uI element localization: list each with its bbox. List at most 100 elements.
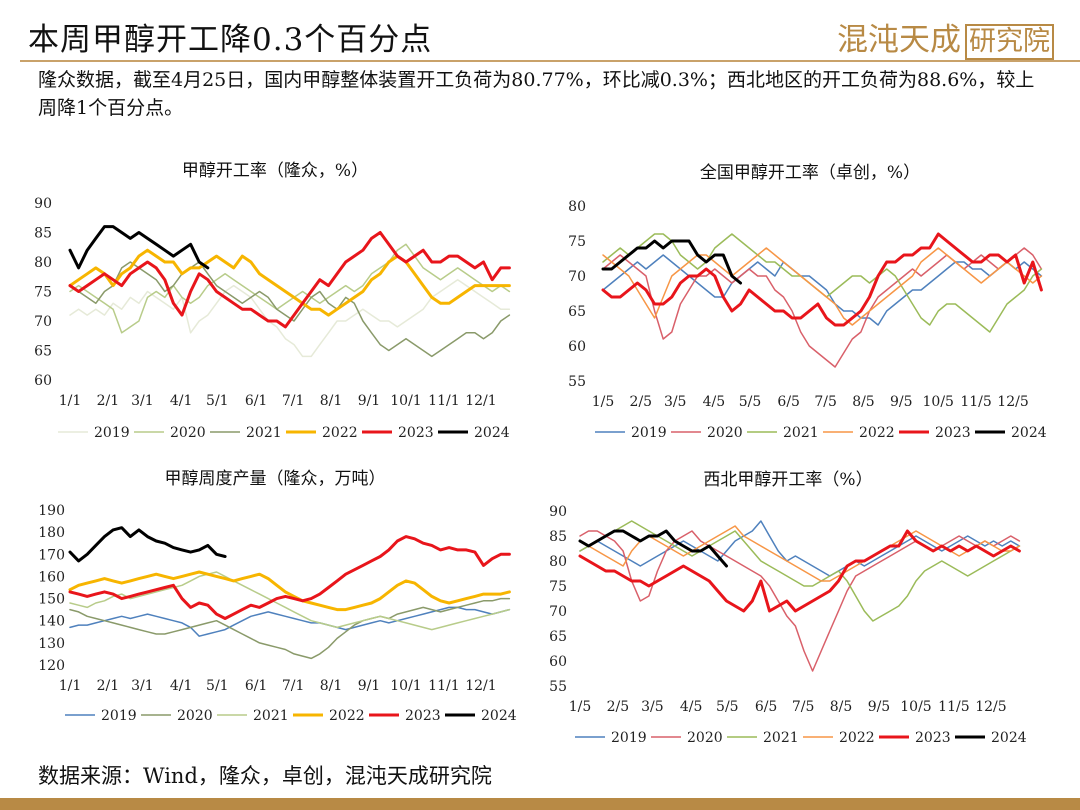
legend-label: 2020 bbox=[687, 730, 723, 746]
x-tick-label: 3/5 bbox=[641, 699, 664, 715]
y-tick-label: 80 bbox=[549, 554, 567, 570]
x-tick-label: 11/5 bbox=[960, 394, 991, 410]
legend-label: 2021 bbox=[763, 730, 799, 746]
x-tick-label: 12/1 bbox=[465, 393, 496, 409]
chart-3: 甲醇周度产量（隆众，万吨） 120 130 140 150 160 170 180 190 1/1… bbox=[38, 469, 516, 724]
series-line-2023 bbox=[68, 231, 511, 329]
x-tick-label: 12/1 bbox=[465, 678, 496, 694]
chart-legend: 2019 2020 2021 2022 2023 2024 bbox=[65, 708, 517, 724]
series-line-2020 bbox=[69, 243, 511, 334]
legend-label: 2020 bbox=[707, 425, 743, 441]
series-line-2020 bbox=[602, 247, 1043, 368]
legend-label: 2020 bbox=[177, 708, 213, 724]
series-line-2022 bbox=[68, 248, 511, 317]
y-tick-label: 65 bbox=[34, 344, 52, 360]
summary-text: 隆众数据，截至4月25日，国内甲醇整体装置开工负荷为80.77%，环比减0.3%… bbox=[38, 69, 1035, 119]
x-tick-label: 10/1 bbox=[390, 678, 421, 694]
legend-label: 2022 bbox=[329, 708, 365, 724]
legend-label: 2020 bbox=[170, 425, 206, 441]
y-tick-label: 85 bbox=[34, 226, 52, 242]
y-tick-label: 190 bbox=[38, 503, 65, 519]
legend-label: 2024 bbox=[474, 425, 510, 441]
legend-label: 2022 bbox=[859, 425, 895, 441]
logo-box-text: 研究院 bbox=[965, 24, 1054, 60]
series-line-2021 bbox=[69, 571, 511, 631]
logo-text: 混沌天成 bbox=[837, 22, 961, 58]
x-tick-label: 10/5 bbox=[923, 394, 954, 410]
chart-legend: 2019 2020 2021 2022 2023 2024 bbox=[595, 425, 1047, 441]
x-tick-label: 5/1 bbox=[206, 393, 229, 409]
x-tick-label: 3/5 bbox=[664, 394, 687, 410]
y-tick-label: 60 bbox=[34, 373, 52, 389]
y-tick-label: 65 bbox=[568, 304, 586, 320]
page-title: 本周甲醇开工降0.3个百分点 bbox=[28, 22, 433, 58]
x-tick-label: 8/1 bbox=[320, 678, 343, 694]
legend-label: 2019 bbox=[631, 425, 667, 441]
y-tick-label: 60 bbox=[549, 654, 567, 670]
chart-4: 西北甲醇开工率（%） 55 60 65 70 75 80 85 90 1/5 2/5 3/5 4/5 5/… bbox=[549, 470, 1027, 746]
y-tick-label: 90 bbox=[34, 196, 52, 212]
chart-title: 全国甲醇开工率（卓创，%） bbox=[700, 163, 920, 183]
x-tick-label: 7/5 bbox=[814, 394, 837, 410]
x-tick-label: 1/5 bbox=[569, 699, 592, 715]
legend-label: 2023 bbox=[915, 730, 951, 746]
x-tick-label: 11/1 bbox=[428, 393, 459, 409]
series-line-2023 bbox=[601, 232, 1043, 327]
x-tick-label: 9/5 bbox=[890, 394, 913, 410]
y-tick-label: 85 bbox=[549, 529, 567, 545]
x-tick-label: 3/1 bbox=[131, 393, 154, 409]
y-tick-label: 130 bbox=[38, 636, 65, 652]
legend-label: 2023 bbox=[398, 425, 434, 441]
x-tick-label: 4/5 bbox=[703, 394, 726, 410]
x-tick-label: 7/5 bbox=[792, 699, 815, 715]
legend-label: 2021 bbox=[246, 425, 282, 441]
header-divider bbox=[20, 60, 1080, 62]
chart-title: 甲醇开工率（隆众，%） bbox=[182, 161, 368, 181]
series-line-2022 bbox=[602, 247, 1043, 326]
series-line-2024 bbox=[68, 526, 227, 563]
brand-logo: 混沌天成 研究院 bbox=[837, 14, 1054, 60]
chart-title: 西北甲醇开工率（%） bbox=[703, 470, 872, 490]
x-tick-label: 5/1 bbox=[206, 678, 229, 694]
x-tick-label: 9/1 bbox=[358, 393, 381, 409]
y-tick-label: 55 bbox=[568, 374, 586, 390]
chart-1: 甲醇开工率（隆众，%） 60 65 70 75 80 85 90 1/1 2/1 3/1 4/1 5/1… bbox=[34, 161, 511, 441]
legend-label: 2024 bbox=[481, 708, 517, 724]
y-tick-label: 70 bbox=[34, 314, 52, 330]
y-tick-label: 65 bbox=[549, 629, 567, 645]
y-tick-label: 90 bbox=[549, 504, 567, 520]
x-tick-label: 6/1 bbox=[245, 393, 268, 409]
y-tick-label: 70 bbox=[549, 604, 567, 620]
chart-2: 全国甲醇开工率（卓创，%） 55 60 65 70 75 80 1/5 2/5 3/5 4/5 5/5… bbox=[568, 163, 1047, 441]
legend-label: 2023 bbox=[405, 708, 441, 724]
series-line-2024 bbox=[578, 529, 728, 568]
series-line-2024 bbox=[68, 225, 210, 270]
y-tick-label: 160 bbox=[38, 569, 65, 585]
series-line-2021 bbox=[579, 520, 1021, 622]
x-tick-label: 2/1 bbox=[97, 393, 120, 409]
series-line-2022 bbox=[68, 570, 511, 612]
footer-bar bbox=[0, 798, 1080, 810]
y-tick-label: 70 bbox=[568, 269, 586, 285]
x-tick-label: 4/5 bbox=[680, 699, 703, 715]
legend-label: 2022 bbox=[322, 425, 358, 441]
series-line-2020 bbox=[69, 597, 511, 660]
series-line-2024 bbox=[601, 239, 742, 285]
x-tick-label: 11/5 bbox=[938, 699, 969, 715]
y-tick-label: 170 bbox=[38, 547, 65, 563]
x-tick-label: 7/1 bbox=[282, 393, 305, 409]
y-tick-label: 80 bbox=[34, 255, 52, 271]
legend-label: 2019 bbox=[611, 730, 647, 746]
legend-label: 2022 bbox=[839, 730, 875, 746]
x-tick-label: 6/1 bbox=[245, 678, 268, 694]
y-tick-label: 80 bbox=[568, 199, 586, 215]
y-tick-label: 150 bbox=[38, 592, 65, 608]
series-line-2022 bbox=[579, 525, 1021, 582]
y-tick-label: 140 bbox=[38, 614, 65, 630]
x-tick-label: 4/1 bbox=[170, 393, 193, 409]
data-source-note: 数据来源：Wind，隆众，卓创，混沌天成研究院 bbox=[38, 764, 492, 788]
legend-label: 2021 bbox=[253, 708, 289, 724]
x-tick-label: 1/1 bbox=[59, 678, 82, 694]
legend-label: 2021 bbox=[783, 425, 819, 441]
y-tick-label: 60 bbox=[568, 339, 586, 355]
